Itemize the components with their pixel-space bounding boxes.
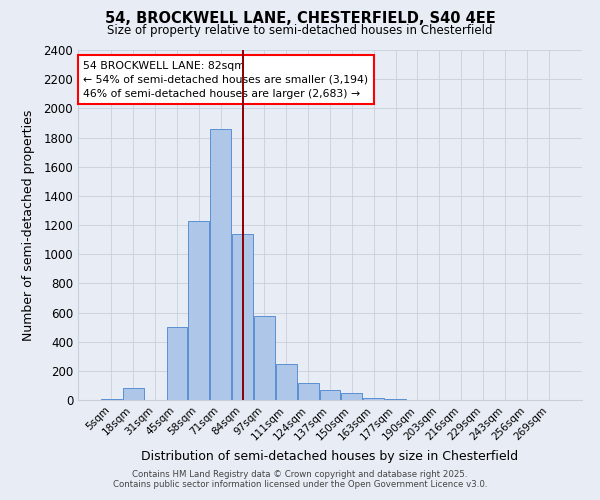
- Bar: [254, 316, 275, 400]
- Bar: [232, 234, 253, 400]
- Y-axis label: Number of semi-detached properties: Number of semi-detached properties: [22, 110, 35, 340]
- Bar: [210, 129, 231, 400]
- Bar: [298, 383, 319, 400]
- Bar: [101, 398, 122, 400]
- Text: Size of property relative to semi-detached houses in Chesterfield: Size of property relative to semi-detach…: [107, 24, 493, 37]
- Text: 54, BROCKWELL LANE, CHESTERFIELD, S40 4EE: 54, BROCKWELL LANE, CHESTERFIELD, S40 4E…: [104, 11, 496, 26]
- Bar: [167, 327, 187, 400]
- Bar: [188, 220, 209, 400]
- Bar: [123, 388, 143, 400]
- Bar: [385, 398, 406, 400]
- Text: Contains HM Land Registry data © Crown copyright and database right 2025.
Contai: Contains HM Land Registry data © Crown c…: [113, 470, 487, 489]
- Bar: [276, 364, 296, 400]
- Bar: [364, 398, 384, 400]
- Bar: [341, 394, 362, 400]
- X-axis label: Distribution of semi-detached houses by size in Chesterfield: Distribution of semi-detached houses by …: [142, 450, 518, 463]
- Text: 54 BROCKWELL LANE: 82sqm
← 54% of semi-detached houses are smaller (3,194)
46% o: 54 BROCKWELL LANE: 82sqm ← 54% of semi-d…: [83, 60, 368, 98]
- Bar: [320, 390, 340, 400]
